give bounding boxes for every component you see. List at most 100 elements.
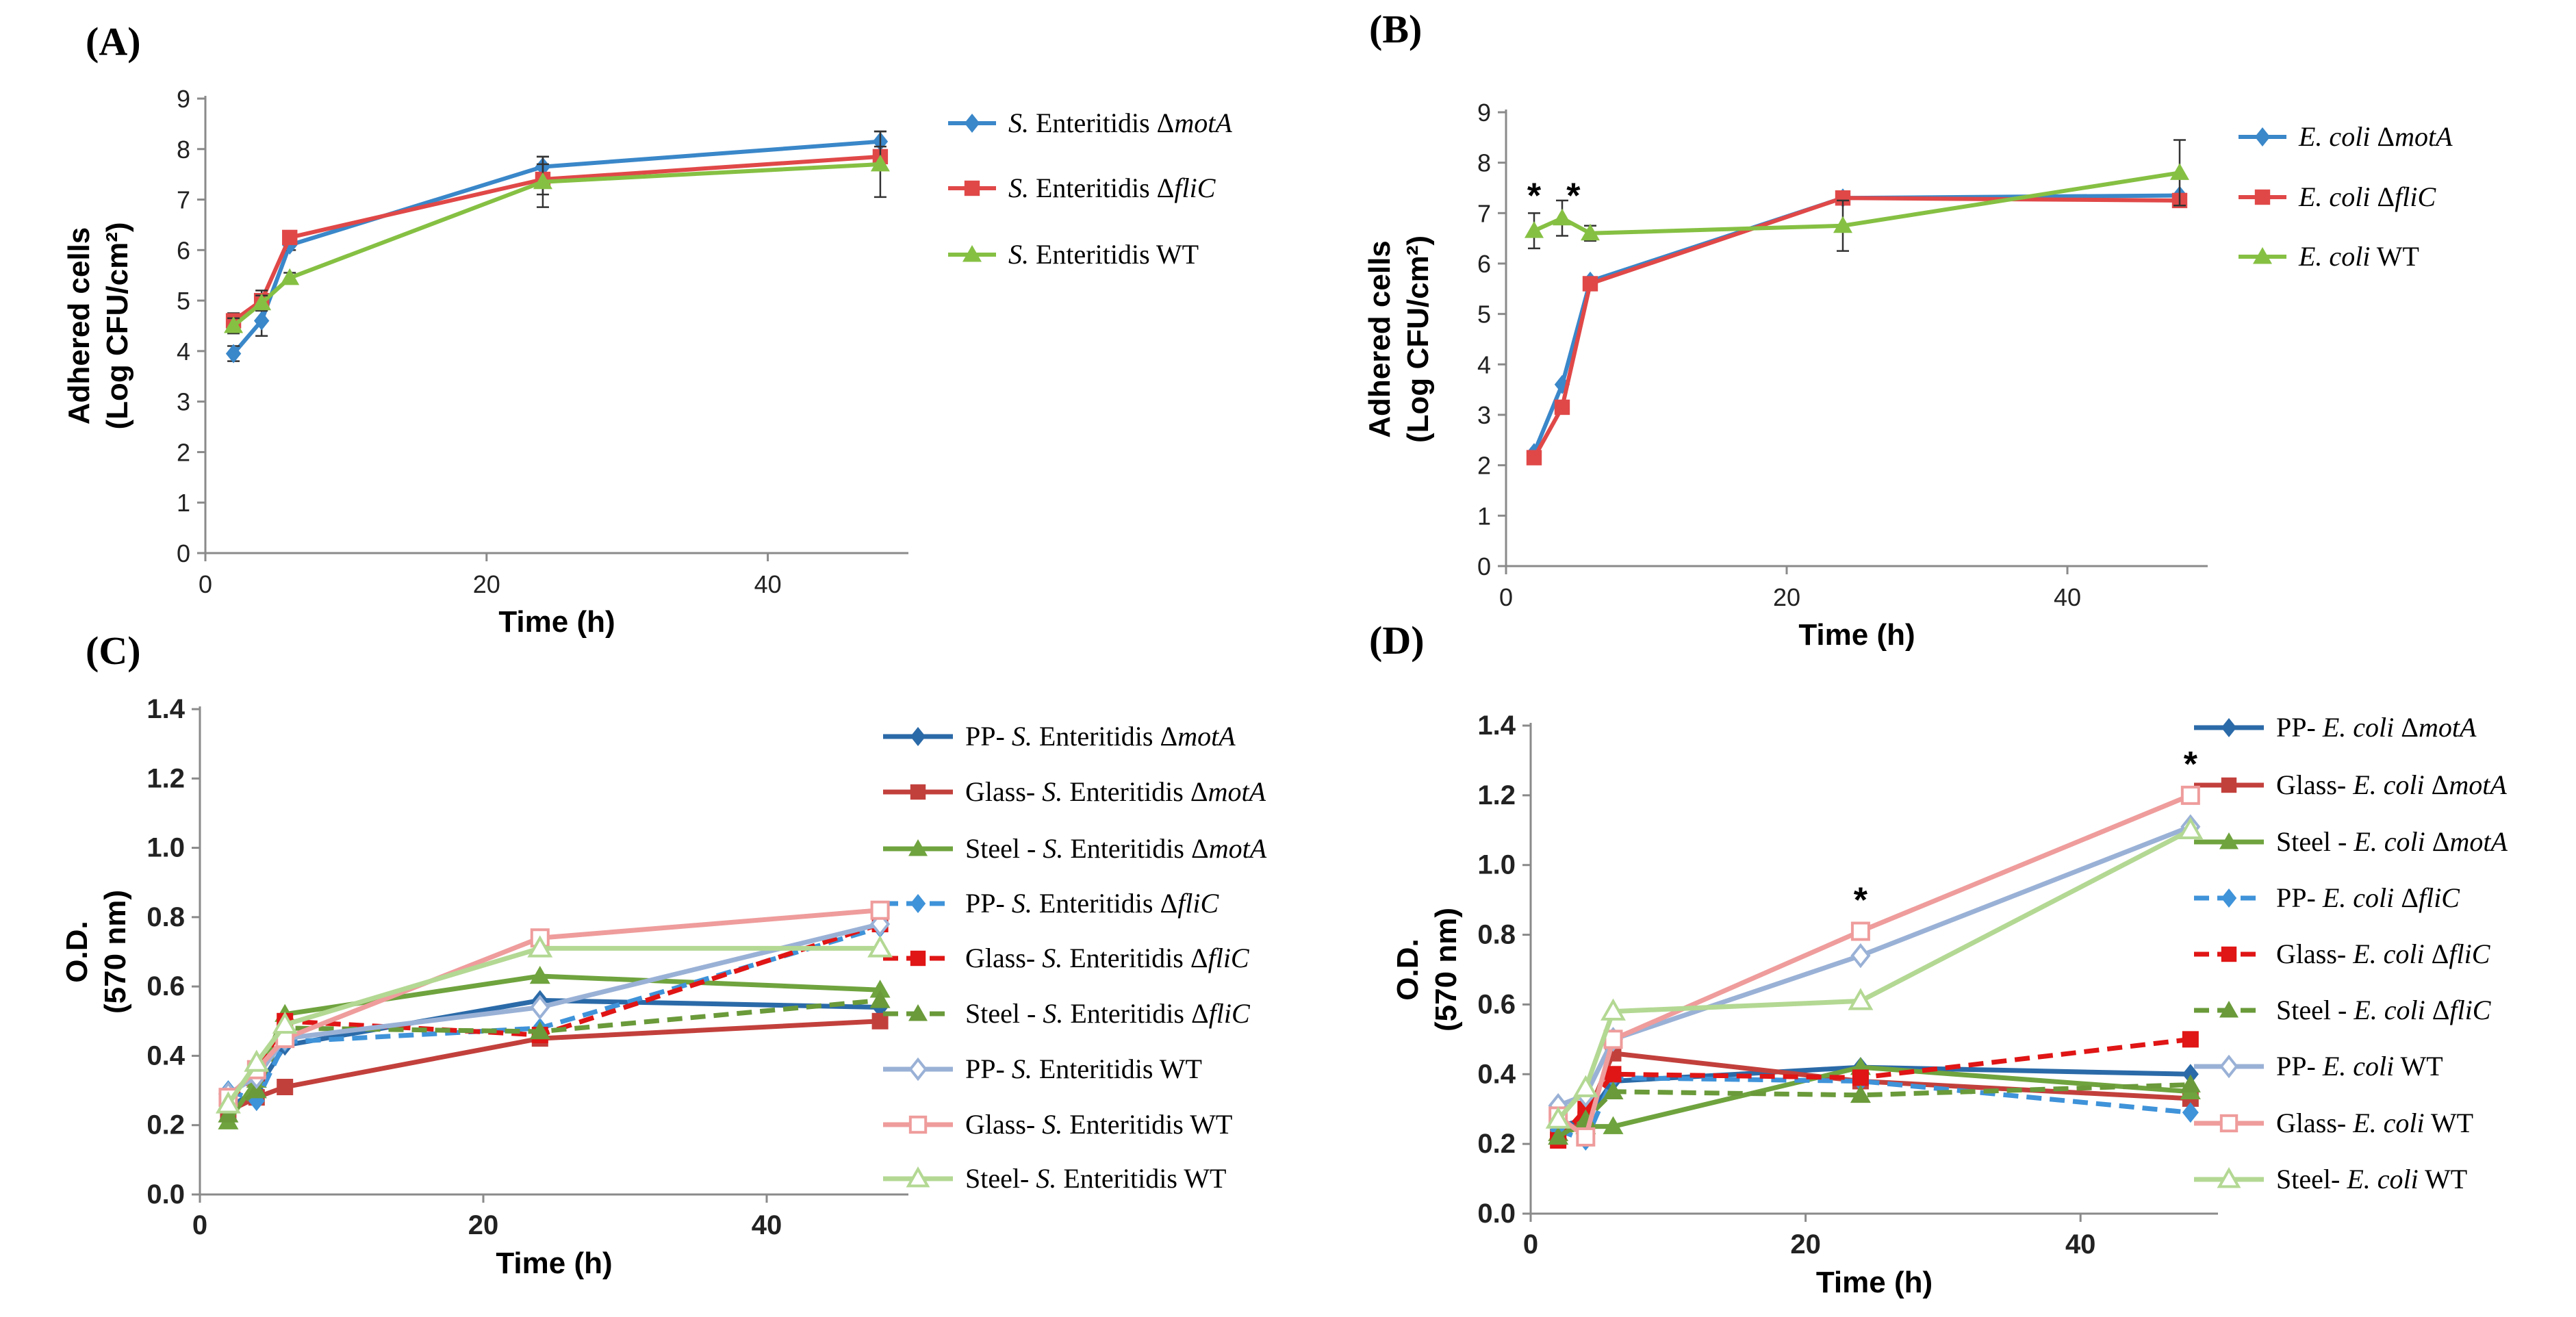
legend-swatch-marker: [2221, 888, 2237, 908]
legend-swatch-marker: [964, 114, 980, 133]
y-axis-title: O.D. (570 nm): [1391, 908, 1463, 1032]
series-line: [227, 997, 880, 1110]
data-point: [527, 935, 553, 958]
legend-organism: S.: [1043, 998, 1063, 1029]
legend-entry: PP- E. coli WT: [2194, 1051, 2443, 1082]
legend-gene: fliC: [2419, 882, 2460, 913]
legend-swatch-marker: [2221, 946, 2237, 962]
legend-label: Glass- S. Enteritidis ΔmotA: [965, 776, 1266, 807]
legend-organism: S.: [1042, 943, 1062, 973]
legend-text-plain: Enteritidis Δ: [1063, 833, 1208, 864]
series-3: [224, 130, 890, 335]
y-tick-label: 9: [1477, 99, 1491, 127]
legend-organism: E. coli: [2298, 241, 2370, 272]
legend-organism: S.: [1008, 107, 1029, 138]
legend-gene: motA: [2395, 121, 2453, 152]
data-point: [277, 1079, 294, 1096]
data-point: [2178, 817, 2204, 840]
legend-organism: E. coli: [2352, 1108, 2424, 1138]
significance-asterisk: *: [1854, 881, 1868, 921]
legend-gene: fliC: [2449, 995, 2491, 1025]
data-point: [2182, 1064, 2199, 1085]
data-point: [529, 1021, 550, 1040]
legend-swatch-marker: [908, 1004, 928, 1021]
legend-text-plain: Enteritidis WT: [1032, 1053, 1202, 1084]
y-tick-label: 0.2: [146, 1110, 185, 1140]
legend-gene: fliC: [2395, 181, 2436, 212]
legend-gene: motA: [2419, 712, 2477, 743]
y-tick-label: 1.0: [146, 833, 185, 863]
y-tick-label: 2: [177, 438, 190, 466]
significance-asterisk: *: [1566, 177, 1581, 216]
y-tick-label: 6: [177, 236, 190, 264]
legend-label: E. coli ΔmotA: [2298, 121, 2453, 152]
data-point: [1601, 998, 1626, 1021]
legend-prefix: Glass-: [965, 943, 1042, 973]
y-tick-label: 1: [1477, 502, 1491, 530]
legend-entry: Steel - E. coli ΔmotA: [2194, 826, 2508, 857]
data-point: [1581, 223, 1600, 241]
legend-gene: motA: [1177, 721, 1236, 752]
y-tick-label: 0: [177, 539, 190, 567]
panel-d: (D) 0.0 0.2 0.4 0.6 0.8 1.0 1.2 1.4 0 20 40 Time (h)…: [1369, 618, 2508, 1299]
y-axis-title-line2: (Log CFU/cm²): [101, 222, 134, 429]
legend-entry: S. Enteritidis ΔfliC: [948, 172, 1216, 203]
y-tick-label: 0.2: [1477, 1129, 1516, 1159]
x-tick-label: 0: [1523, 1229, 1538, 1260]
series-3: [1548, 1057, 2201, 1142]
legend-text-plain: Enteritidis Δ: [1062, 943, 1208, 973]
series-line: [1557, 1075, 2191, 1143]
y-axis-title-line1: Adhered cells: [62, 227, 96, 425]
data-point: [2170, 163, 2189, 180]
legend-text-plain: Enteritidis Δ: [1062, 776, 1208, 807]
y-axis-title-line2: (570 nm): [99, 890, 132, 1014]
legend-swatch-marker: [2254, 189, 2271, 205]
legend-organism: E. coli: [2353, 826, 2425, 857]
data-point: [869, 980, 891, 998]
legend-swatch-marker: [2219, 1001, 2239, 1018]
data-point: [2182, 1102, 2199, 1123]
data-point: [1554, 399, 1570, 415]
y-tick-label: 3: [177, 388, 190, 416]
y-tick-label: 0.6: [1477, 989, 1516, 1019]
panel-b: (B) 0 1 2 3 4 5 6 7 8 9 0 20 40 Time (h) Adhered cells(…: [1363, 7, 2453, 652]
legend-label: PP- E. coli ΔmotA: [2276, 712, 2477, 743]
x-tick-label: 40: [754, 570, 782, 598]
legend-swatch-marker: [2221, 718, 2237, 737]
legend-text-plain: Δ: [2370, 121, 2395, 152]
legend-swatch-marker: [2254, 127, 2271, 146]
legend-organism: E. coli: [2322, 1051, 2394, 1082]
data-point: [218, 1104, 239, 1123]
legend-prefix: Steel -: [965, 833, 1043, 864]
y-tick-label: 1.4: [1477, 711, 1516, 741]
data-point: [1850, 943, 1871, 969]
y-axis-title-line2: (570 nm): [1429, 908, 1463, 1032]
y-tick-label: 0.0: [146, 1179, 185, 1210]
legend-text-plain: Enteritidis Δ: [1029, 172, 1174, 203]
legend-prefix: Steel-: [965, 1163, 1036, 1194]
legend-entry: PP- S. Enteritidis ΔmotA: [883, 721, 1236, 752]
legend-text-plain: Enteritidis Δ: [1032, 721, 1177, 752]
legend-text-plain: Δ: [2425, 938, 2449, 969]
legend-text-plain: Enteritidis WT: [1062, 1109, 1232, 1140]
legend-label: Steel - S. Enteritidis ΔfliC: [965, 998, 1251, 1029]
series-9: [1545, 817, 2204, 1129]
y-tick-label: 0.4: [1477, 1059, 1516, 1089]
y-tick-label: 1: [177, 489, 190, 517]
legend-label: Steel - E. coli ΔfliC: [2276, 995, 2492, 1025]
legend-text-plain: Enteritidis Δ: [1063, 998, 1208, 1029]
legend-text-plain: Enteritidis WT: [1056, 1163, 1226, 1194]
legend-swatch-marker: [2221, 777, 2237, 793]
legend-label: Steel - E. coli ΔmotA: [2276, 826, 2508, 857]
y-tick-label: 6: [1477, 250, 1491, 278]
legend-entry: Glass- S. Enteritidis WT: [883, 1109, 1232, 1140]
legend-text-plain: Δ: [2425, 826, 2450, 857]
legend-entry: Glass- E. coli ΔfliC: [2194, 938, 2491, 969]
data-point: [215, 1091, 241, 1114]
series-1: [1526, 186, 2188, 463]
data-point: [246, 1080, 267, 1099]
series-line: [1532, 196, 2180, 459]
series-line: [226, 973, 880, 1123]
data-point: [244, 1049, 270, 1072]
legend-organism: S.: [1008, 172, 1029, 203]
